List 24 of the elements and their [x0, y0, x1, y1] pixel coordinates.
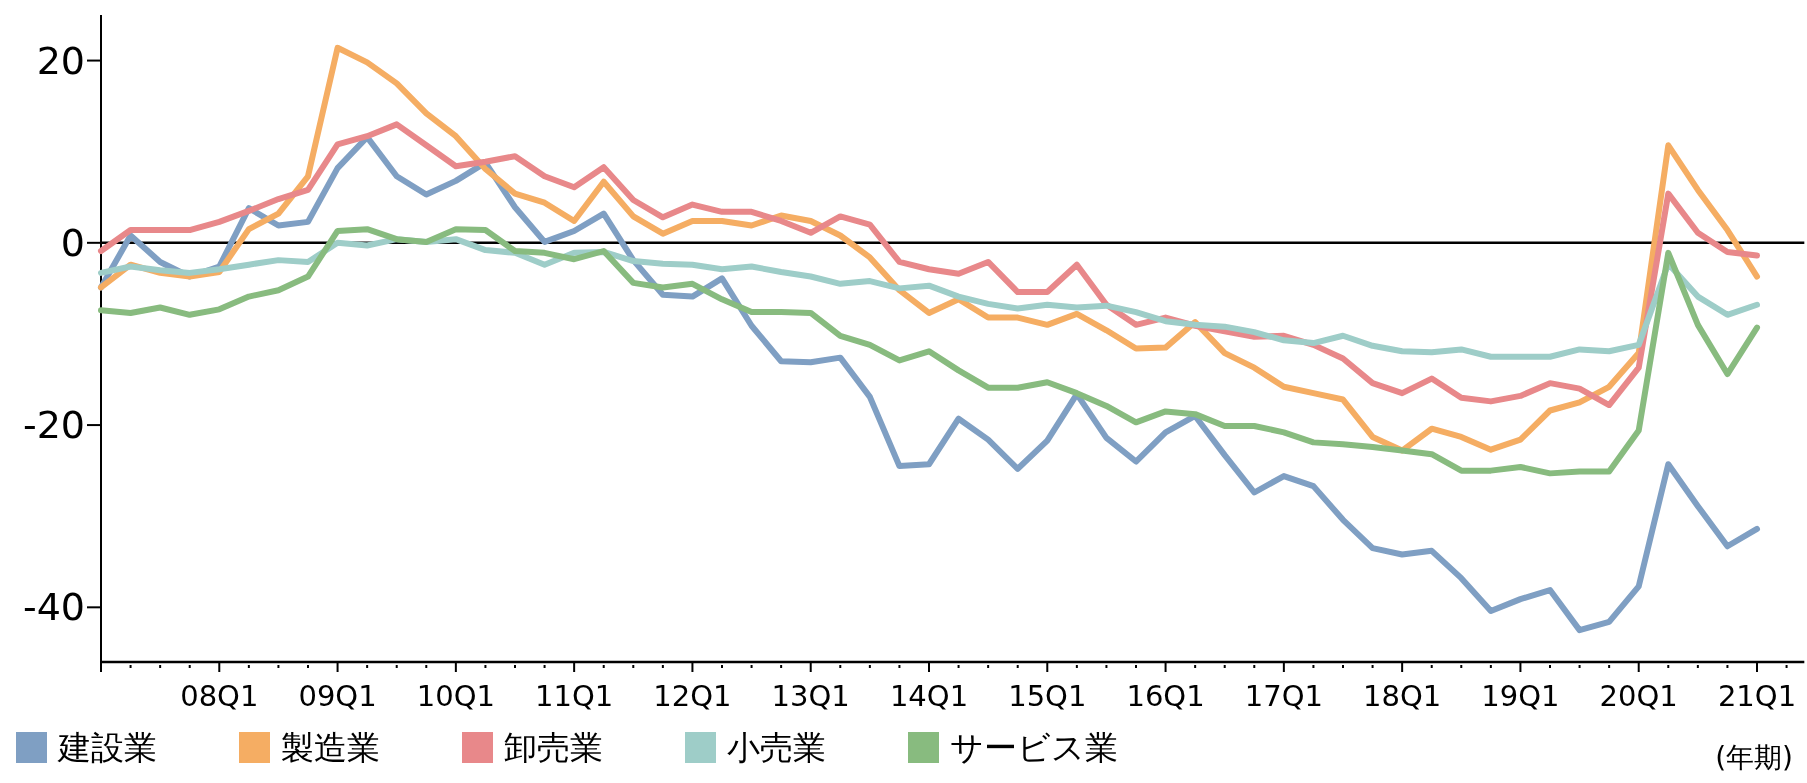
- text: (年期): [1715, 741, 1793, 774]
- x-tick-label: 21Q1: [1717, 679, 1797, 713]
- y-tick-label: 20: [36, 38, 85, 83]
- x-tick-label: 15Q1: [1008, 679, 1087, 713]
- y-tick-label: -40: [22, 585, 85, 630]
- legend-label: 小売業: [727, 728, 826, 767]
- y-tick-label: 0: [60, 220, 85, 265]
- x-tick-label: 18Q1: [1363, 679, 1442, 713]
- x-tick-label: 12Q1: [653, 679, 732, 713]
- x-tick-label: 14Q1: [889, 679, 969, 713]
- legend-label: 建設業: [57, 728, 157, 767]
- x-tick-label: 20Q1: [1599, 679, 1678, 713]
- x-tick-label: 11Q1: [535, 679, 614, 713]
- x-tick-label: 13Q1: [771, 679, 850, 713]
- x-tick-label: 19Q1: [1481, 679, 1560, 713]
- y-tick-label: -20: [22, 403, 85, 448]
- x-tick-label: 08Q1: [180, 679, 259, 713]
- legend-label: サービス業: [950, 728, 1118, 767]
- x-tick-label: 17Q1: [1244, 679, 1323, 713]
- legend-label: 卸売業: [504, 728, 603, 767]
- x-tick-label: 10Q1: [416, 679, 495, 713]
- legend-label: 製造業: [281, 728, 380, 767]
- x-tick-label: 09Q1: [298, 679, 377, 713]
- x-tick-label: 16Q1: [1126, 679, 1205, 713]
